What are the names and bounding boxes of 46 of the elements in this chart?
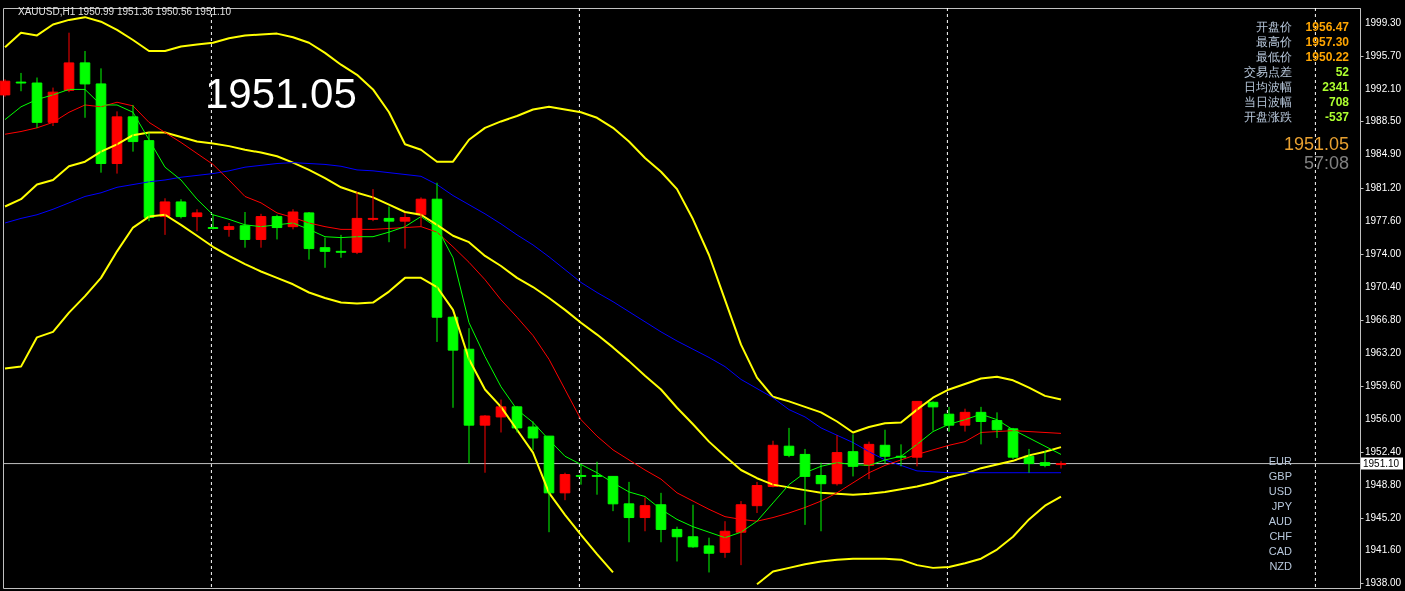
y-tick-label: 1963.20 (1365, 346, 1402, 358)
y-tick-label: 1984.90 (1365, 148, 1402, 160)
text: 当日波幅 (1244, 95, 1292, 109)
text: CAD (1268, 545, 1293, 557)
y-tick-label: 1966.80 (1365, 313, 1402, 325)
line-series (4, 16, 1062, 434)
text: -537 (1324, 110, 1350, 124)
annotation: 1951.05 (205, 70, 357, 117)
text: 交易点差 (1244, 65, 1292, 79)
y-tick-label: 1952.40 (1365, 445, 1402, 457)
y-tick-label: 1992.10 (1365, 82, 1402, 94)
candlestick (15, 72, 27, 92)
y-tick-label: 1956.00 (1365, 412, 1402, 424)
ref-line-label: 1951.10 (1363, 457, 1400, 469)
text: 1951.05 (1283, 134, 1349, 154)
text: 57:08 (1303, 153, 1349, 173)
text: USD (1268, 485, 1293, 497)
text: JPY (1271, 500, 1293, 512)
text: AUD (1268, 515, 1293, 527)
y-tick-label: 1974.00 (1365, 248, 1402, 260)
y-tick-label: 1981.20 (1365, 182, 1402, 194)
text: 开盘价 (1256, 20, 1292, 34)
text: 最高价 (1256, 35, 1292, 49)
y-tick-label: 1959.60 (1365, 379, 1402, 391)
text: 1950.22 (1305, 50, 1350, 64)
y-tick-label: 1999.30 (1365, 16, 1402, 28)
text: 52 (1335, 65, 1350, 79)
y-tick-label: 1938.00 (1365, 577, 1402, 589)
text: GBP (1268, 470, 1292, 482)
text: 最低价 (1256, 50, 1292, 64)
text: 1956.47 (1305, 20, 1350, 34)
text: 日均波幅 (1244, 80, 1292, 94)
y-tick-label: 1948.80 (1365, 478, 1402, 490)
text: 708 (1328, 95, 1350, 109)
y-tick-label: 1941.60 (1365, 544, 1402, 556)
y-tick-label: 1977.60 (1365, 215, 1402, 227)
text: CHF (1269, 530, 1293, 542)
text: NZD (1269, 560, 1293, 572)
y-tick-label: 1995.70 (1365, 49, 1402, 61)
text: 开盘涨跌 (1244, 110, 1292, 124)
chart-title: XAUUSD,H1 1950.99 1951.36 1950.56 1951.10 (18, 6, 232, 17)
text: 2341 (1322, 80, 1350, 94)
y-tick-label: 1970.40 (1365, 281, 1402, 293)
text: 1957.30 (1305, 35, 1350, 49)
y-tick-label: 1988.50 (1365, 115, 1402, 127)
y-tick-label: 1945.20 (1365, 511, 1402, 523)
